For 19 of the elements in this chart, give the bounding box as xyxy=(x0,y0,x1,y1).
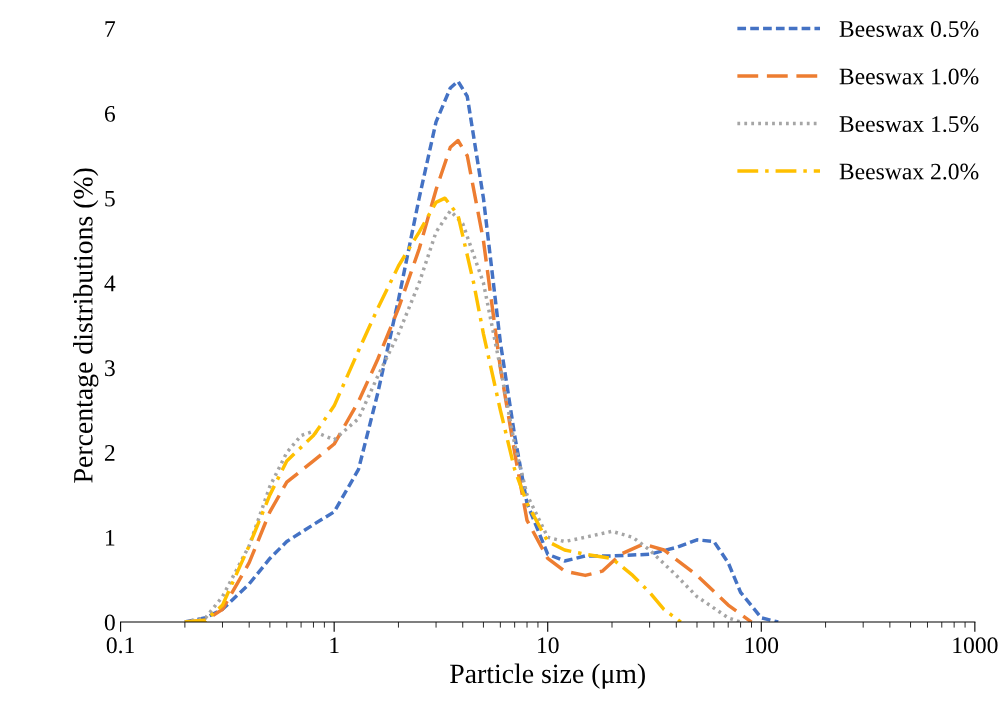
x-tick-label: 1 xyxy=(330,637,339,654)
x-tick-label: 10 xyxy=(538,637,559,654)
x-tick-label: 0.1 xyxy=(106,637,134,654)
legend-label: Beeswax 0.5% xyxy=(839,21,979,38)
y-tick-label: 6 xyxy=(104,105,116,122)
y-axis-title: Percentage distributions (%) xyxy=(73,168,99,483)
y-tick-label: 5 xyxy=(105,190,115,207)
y-tick-label: 2 xyxy=(104,445,115,461)
y-tick-label: 4 xyxy=(104,275,116,292)
x-axis-title: Particle size (μm) xyxy=(450,663,645,689)
legend-label: Beeswax 1.5% xyxy=(839,116,979,133)
legend-label: Beeswax 2.0% xyxy=(839,163,979,180)
x-tick-label: 1000 xyxy=(953,637,998,654)
x-tick-label: 100 xyxy=(745,637,779,654)
y-tick-label: 3 xyxy=(105,360,115,377)
y-tick-label: 0 xyxy=(104,614,115,631)
legend-label: Beeswax 1.0% xyxy=(839,68,979,85)
y-tick-label: 7 xyxy=(105,21,116,37)
y-tick-label: 1 xyxy=(106,529,115,546)
